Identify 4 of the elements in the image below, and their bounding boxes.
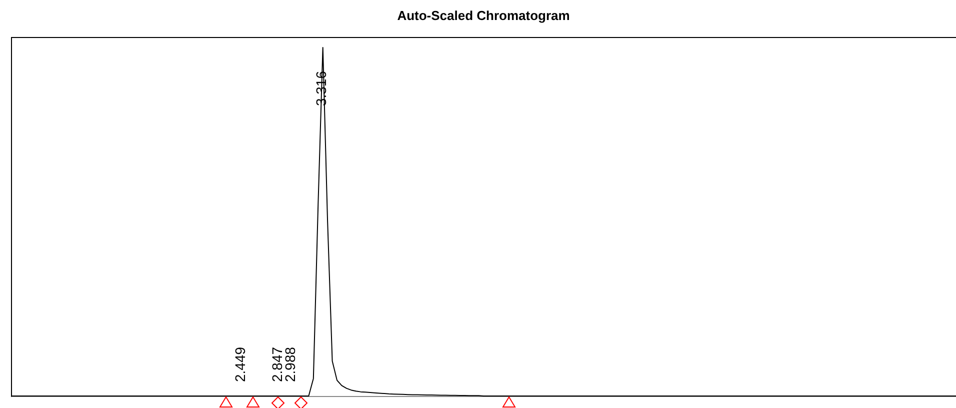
annotation: 2.988 [282,346,298,382]
annotation: 2.449 [232,346,248,382]
chart-title: Auto-Scaled Chromatogram [397,8,570,23]
annotation: 2.847 [269,346,285,382]
